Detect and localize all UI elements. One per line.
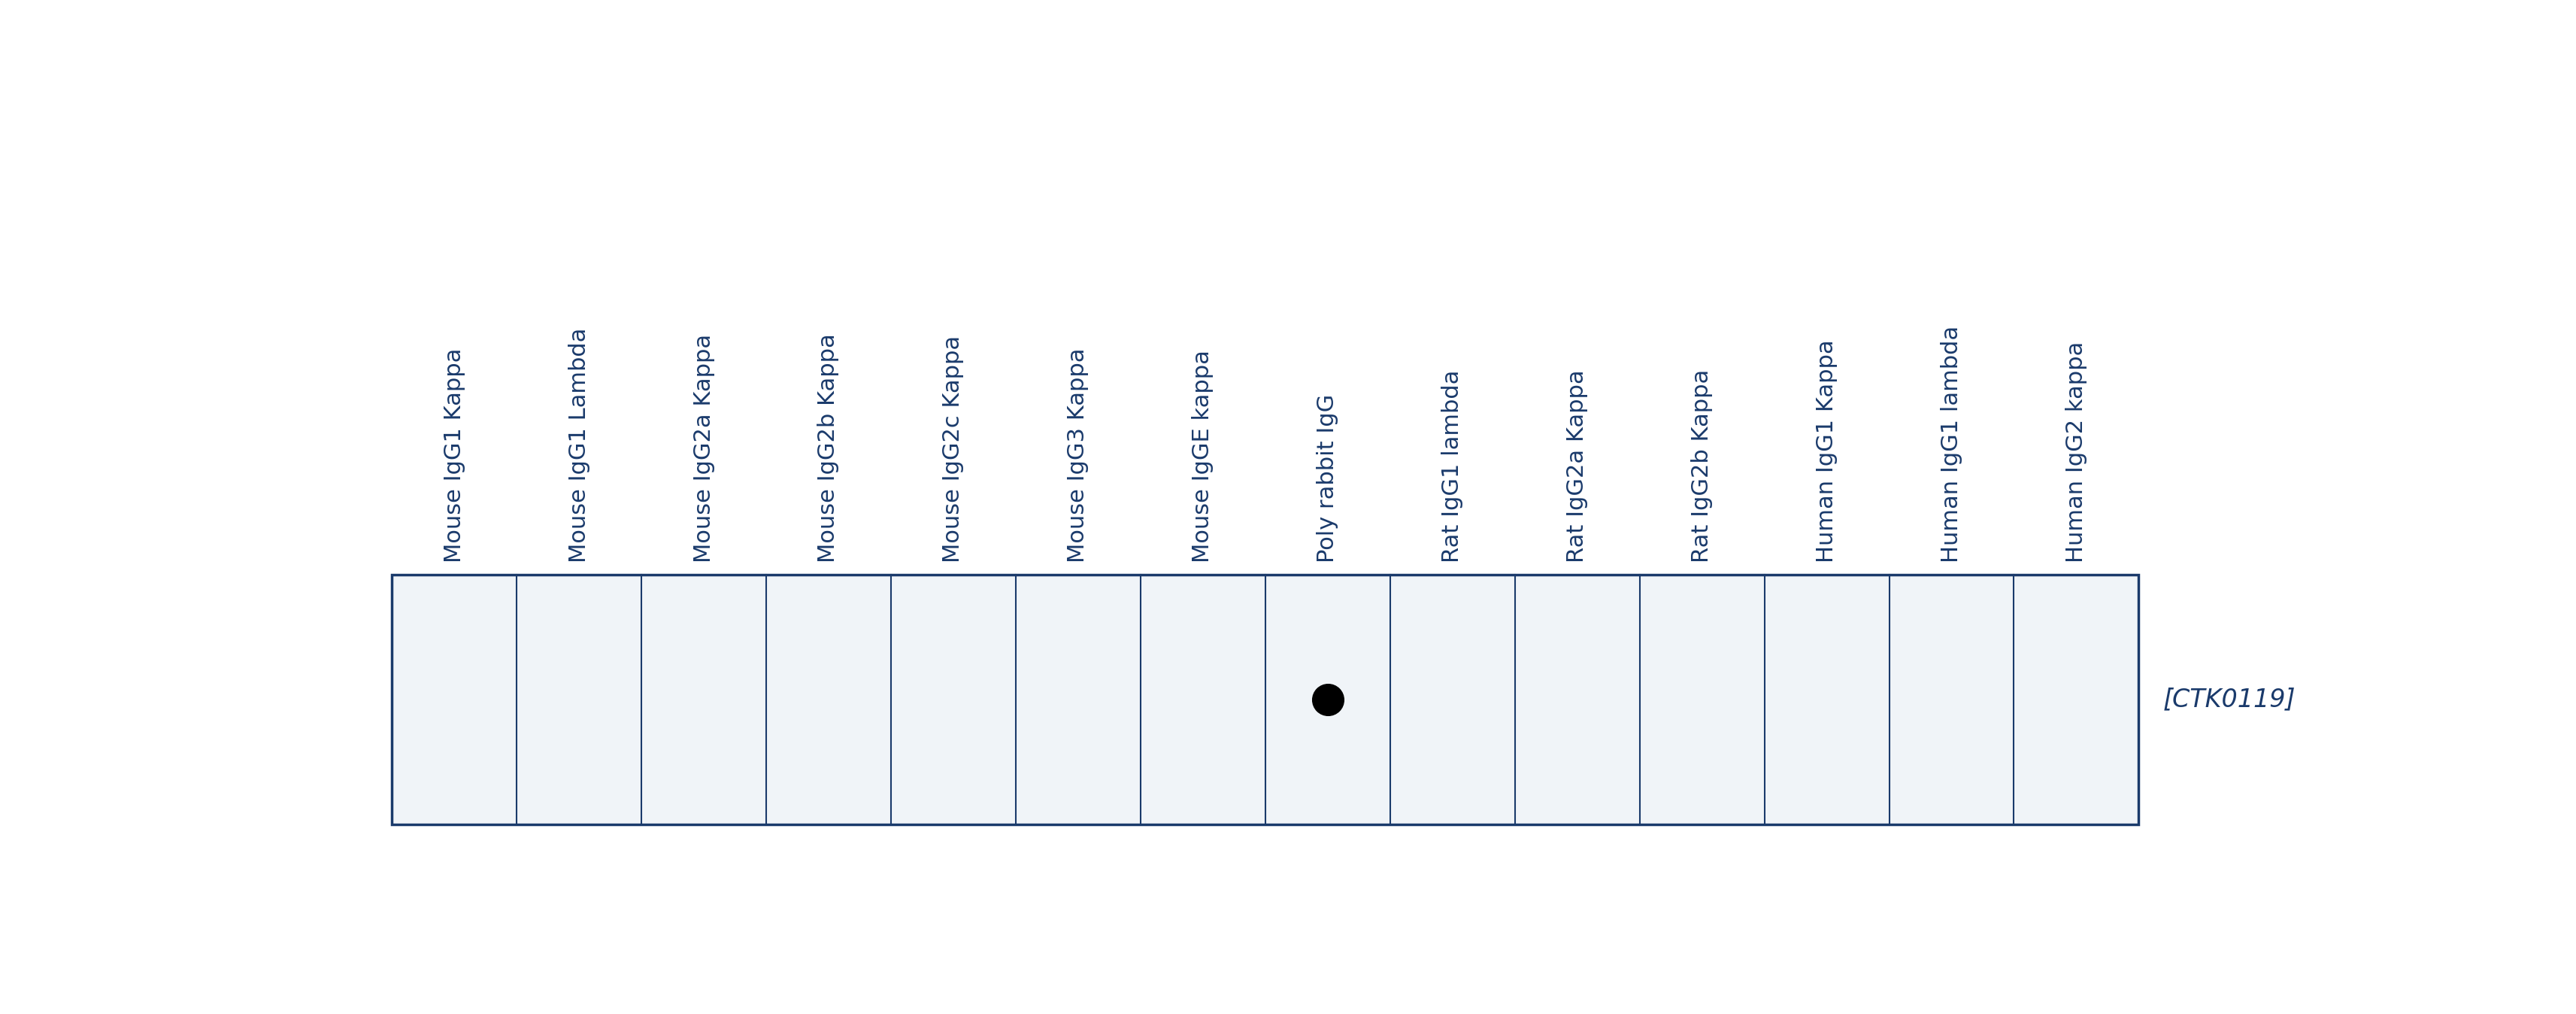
Bar <box>392 575 2138 824</box>
Text: Mouse IgGE kappa: Mouse IgGE kappa <box>1193 350 1213 563</box>
Text: Rat IgG2b Kappa: Rat IgG2b Kappa <box>1690 369 1713 563</box>
Text: Mouse IgG3 Kappa: Mouse IgG3 Kappa <box>1066 348 1090 563</box>
Text: Mouse IgG2c Kappa: Mouse IgG2c Kappa <box>943 336 963 563</box>
Text: Human IgG2 kappa: Human IgG2 kappa <box>2066 342 2087 563</box>
Text: Rat IgG2a Kappa: Rat IgG2a Kappa <box>1566 370 1589 563</box>
Text: Human IgG1 lambda: Human IgG1 lambda <box>1940 325 1963 563</box>
Text: Poly rabbit IgG: Poly rabbit IgG <box>1316 394 1340 563</box>
Text: Mouse IgG2b Kappa: Mouse IgG2b Kappa <box>817 334 840 563</box>
Text: [CTK0119]: [CTK0119] <box>2164 687 2295 712</box>
Text: Mouse IgG2a Kappa: Mouse IgG2a Kappa <box>693 334 714 563</box>
Text: Mouse IgG1 Lambda: Mouse IgG1 Lambda <box>569 328 590 563</box>
Text: Human IgG1 Kappa: Human IgG1 Kappa <box>1816 340 1837 563</box>
Text: Mouse IgG1 Kappa: Mouse IgG1 Kappa <box>443 348 466 563</box>
Text: Rat IgG1 lambda: Rat IgG1 lambda <box>1443 370 1463 563</box>
